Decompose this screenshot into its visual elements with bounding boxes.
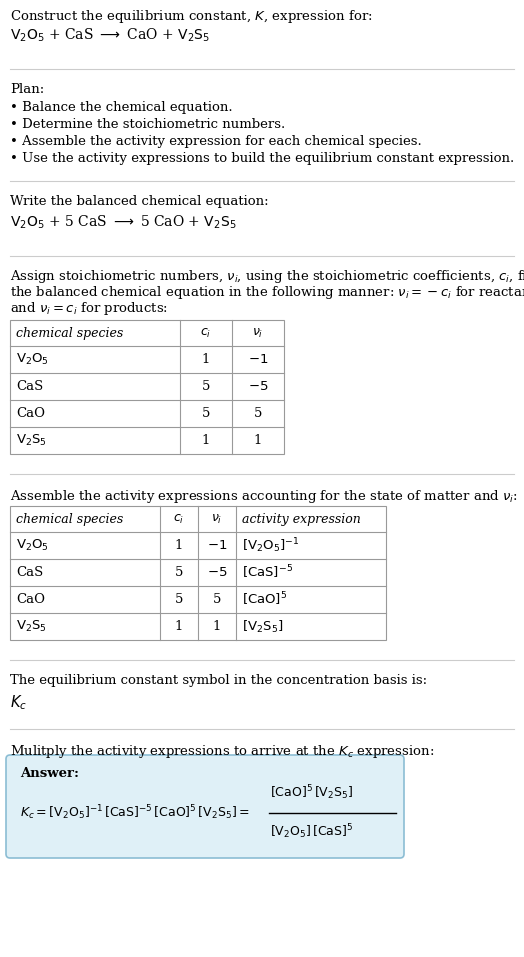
Text: Answer:: Answer:	[20, 767, 79, 780]
Text: 5: 5	[202, 380, 210, 393]
Text: and $\nu_i = c_i$ for products:: and $\nu_i = c_i$ for products:	[10, 300, 168, 317]
Text: $-5$: $-5$	[248, 380, 268, 393]
Text: Assign stoichiometric numbers, $\nu_i$, using the stoichiometric coefficients, $: Assign stoichiometric numbers, $\nu_i$, …	[10, 268, 524, 285]
Text: The equilibrium constant symbol in the concentration basis is:: The equilibrium constant symbol in the c…	[10, 674, 427, 687]
Text: 1: 1	[202, 434, 210, 447]
Text: $\mathrm{V_2S_5}$: $\mathrm{V_2S_5}$	[16, 433, 47, 448]
Text: Assemble the activity expressions accounting for the state of matter and $\nu_i$: Assemble the activity expressions accoun…	[10, 488, 518, 505]
Text: $c_i$: $c_i$	[200, 326, 212, 340]
Text: 5: 5	[202, 407, 210, 420]
Text: $[\mathrm{V_2O_5}]^{-1}$: $[\mathrm{V_2O_5}]^{-1}$	[242, 536, 300, 555]
Text: CaO: CaO	[16, 593, 45, 606]
Text: • Assemble the activity expression for each chemical species.: • Assemble the activity expression for e…	[10, 135, 422, 148]
Text: $-1$: $-1$	[207, 539, 227, 552]
Text: $K_c = [\mathrm{V_2O_5}]^{-1}\,[\mathrm{CaS}]^{-5}\,[\mathrm{CaO}]^5\,[\mathrm{V: $K_c = [\mathrm{V_2O_5}]^{-1}\,[\mathrm{…	[20, 803, 250, 822]
Text: 1: 1	[254, 434, 262, 447]
Text: $c_i$: $c_i$	[173, 512, 184, 525]
Text: $-1$: $-1$	[248, 353, 268, 366]
Text: $\mathrm{V_2O_5}$ + CaS $\longrightarrow$ CaO + $\mathrm{V_2S_5}$: $\mathrm{V_2O_5}$ + CaS $\longrightarrow…	[10, 27, 210, 44]
Text: $\mathrm{V_2O_5}$: $\mathrm{V_2O_5}$	[16, 538, 49, 553]
Text: 5: 5	[213, 593, 221, 606]
FancyBboxPatch shape	[6, 755, 404, 858]
Text: Plan:: Plan:	[10, 83, 44, 96]
Text: CaO: CaO	[16, 407, 45, 420]
Text: • Balance the chemical equation.: • Balance the chemical equation.	[10, 101, 233, 114]
Text: 5: 5	[175, 593, 183, 606]
Text: • Use the activity expressions to build the equilibrium constant expression.: • Use the activity expressions to build …	[10, 152, 514, 165]
Text: Write the balanced chemical equation:: Write the balanced chemical equation:	[10, 195, 269, 208]
Text: $[\mathrm{CaS}]^{-5}$: $[\mathrm{CaS}]^{-5}$	[242, 564, 293, 581]
Bar	[10, 506, 386, 640]
Text: the balanced chemical equation in the following manner: $\nu_i = -c_i$ for react: the balanced chemical equation in the fo…	[10, 284, 524, 301]
Text: $[\mathrm{CaO}]^5$: $[\mathrm{CaO}]^5$	[242, 590, 287, 609]
Text: $\mathrm{V_2S_5}$: $\mathrm{V_2S_5}$	[16, 619, 47, 634]
Text: 1: 1	[213, 620, 221, 633]
Text: $\mathrm{V_2O_5}$ + 5 CaS $\longrightarrow$ 5 CaO + $\mathrm{V_2S_5}$: $\mathrm{V_2O_5}$ + 5 CaS $\longrightarr…	[10, 214, 236, 232]
Text: 1: 1	[175, 620, 183, 633]
Text: CaS: CaS	[16, 380, 43, 393]
Text: Mulitply the activity expressions to arrive at the $K_c$ expression:: Mulitply the activity expressions to arr…	[10, 743, 434, 760]
Text: Construct the equilibrium constant, $K$, expression for:: Construct the equilibrium constant, $K$,…	[10, 8, 373, 25]
Text: $[\mathrm{V_2O_5}]\,[\mathrm{CaS}]^5$: $[\mathrm{V_2O_5}]\,[\mathrm{CaS}]^5$	[270, 822, 353, 841]
Text: $[\mathrm{CaO}]^5\,[\mathrm{V_2S_5}]$: $[\mathrm{CaO}]^5\,[\mathrm{V_2S_5}]$	[270, 784, 353, 803]
Text: activity expression: activity expression	[242, 513, 361, 525]
Text: 1: 1	[202, 353, 210, 366]
Text: $[\mathrm{V_2S_5}]$: $[\mathrm{V_2S_5}]$	[242, 618, 283, 634]
Text: $\mathrm{V_2O_5}$: $\mathrm{V_2O_5}$	[16, 352, 49, 367]
Text: 5: 5	[254, 407, 262, 420]
Text: chemical species: chemical species	[16, 326, 123, 340]
Text: CaS: CaS	[16, 566, 43, 579]
Text: $\nu_i$: $\nu_i$	[211, 512, 223, 525]
Text: $-5$: $-5$	[207, 566, 227, 579]
Bar	[10, 320, 284, 454]
Text: chemical species: chemical species	[16, 513, 123, 525]
Text: • Determine the stoichiometric numbers.: • Determine the stoichiometric numbers.	[10, 118, 285, 131]
Text: 5: 5	[175, 566, 183, 579]
Text: $K_c$: $K_c$	[10, 693, 27, 712]
Text: $\nu_i$: $\nu_i$	[253, 326, 264, 340]
Text: 1: 1	[175, 539, 183, 552]
